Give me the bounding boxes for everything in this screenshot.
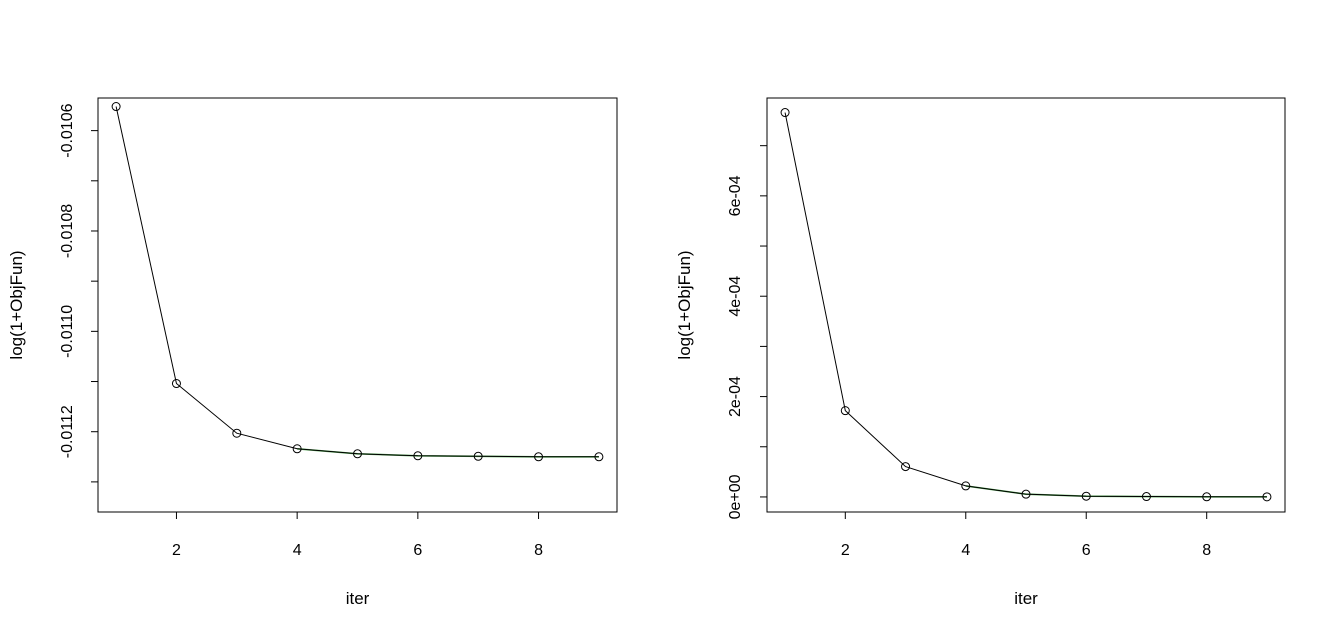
chart-panel-1: 2 4 6 8 -0.0106 -0.0108 -0.0110 -0.0112 iter log(… bbox=[7, 97, 618, 608]
x-tick-label: 2 bbox=[841, 542, 850, 559]
y-tick-label: -0.0106 bbox=[59, 103, 76, 157]
y-tick-label: -0.0108 bbox=[59, 204, 76, 258]
plot-frame bbox=[766, 97, 1286, 513]
y-tick-label: 4e-04 bbox=[727, 276, 744, 317]
data-point bbox=[1202, 492, 1212, 502]
y-axis-title: log(1+ObjFun) bbox=[7, 250, 26, 359]
x-tick-label: 6 bbox=[413, 542, 422, 559]
data-point bbox=[353, 449, 362, 459]
data-point bbox=[594, 452, 604, 462]
series-line bbox=[784, 112, 1267, 498]
y-tick-label: -0.0112 bbox=[59, 405, 76, 458]
data-point bbox=[901, 462, 911, 472]
data-point bbox=[171, 379, 181, 389]
data-point bbox=[1081, 491, 1091, 501]
data-point bbox=[1262, 492, 1272, 502]
x-tick-label: 4 bbox=[961, 542, 970, 559]
x-tick-label: 2 bbox=[172, 542, 181, 559]
x-tick-label: 8 bbox=[1202, 542, 1211, 559]
data-point bbox=[840, 406, 850, 416]
data-point bbox=[111, 102, 121, 112]
series-line bbox=[115, 106, 599, 458]
y-tick-label: 6e-04 bbox=[727, 175, 744, 216]
x-tick-label: 6 bbox=[1082, 542, 1091, 559]
data-point bbox=[961, 481, 971, 491]
y-tick-label: -0.0110 bbox=[59, 305, 76, 358]
data-point bbox=[292, 444, 302, 454]
data-point bbox=[534, 452, 544, 462]
data-point bbox=[780, 108, 790, 118]
x-axis-title: iter bbox=[1014, 589, 1038, 608]
y-tick-label: 0e+00 bbox=[727, 474, 744, 519]
data-point bbox=[1021, 489, 1031, 499]
plot-frame bbox=[97, 97, 618, 513]
y-tick-label: 2e-04 bbox=[727, 376, 744, 417]
x-tick-label: 4 bbox=[293, 542, 302, 559]
data-point bbox=[1141, 492, 1151, 502]
data-point bbox=[232, 428, 242, 438]
data-point bbox=[413, 451, 423, 461]
x-axis-title: iter bbox=[346, 589, 370, 608]
data-point bbox=[473, 451, 483, 461]
x-tick-label: 8 bbox=[534, 542, 543, 559]
y-axis-title: log(1+ObjFun) bbox=[675, 250, 694, 359]
chart-panel-2: 2 4 6 8 0e+00 2e-04 4e-04 6e-04 iter log(1+ObjFun… bbox=[675, 97, 1286, 608]
